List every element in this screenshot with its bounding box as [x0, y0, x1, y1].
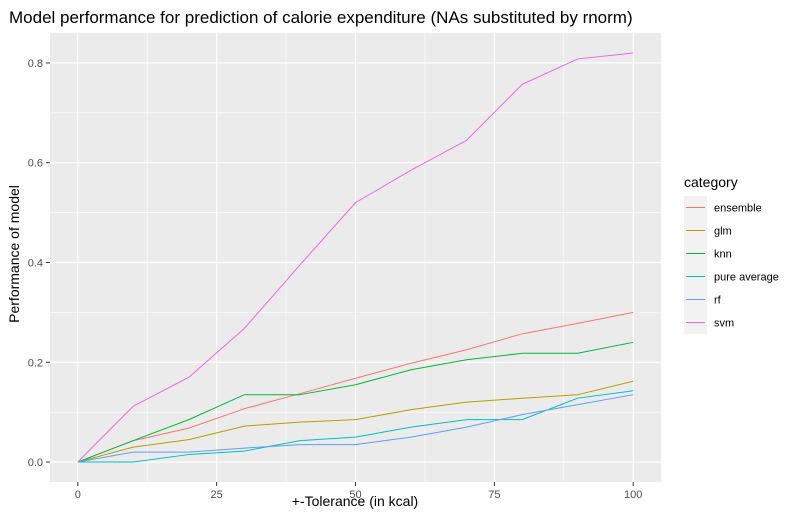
legend-label-ensemble: ensemble: [714, 203, 762, 215]
legend-label-knn: knn: [714, 249, 732, 261]
legend-label-glm: glm: [714, 226, 732, 238]
series-line-knn: [77, 341, 634, 463]
series-line-rf: [77, 394, 634, 463]
y-tick-label: 0.2: [28, 357, 43, 369]
legend-label-pure-average: pure average: [714, 272, 779, 284]
x-axis-title: +-Tolerance (in kcal): [292, 493, 418, 509]
x-axis: 0 25 50 75 100: [75, 482, 642, 501]
y-tick-label: 0.0: [28, 457, 43, 469]
x-tick-label: 100: [624, 489, 642, 501]
legend-title: category: [684, 174, 738, 190]
legend-items: ensemble glm knn pure average rf svm: [684, 196, 779, 334]
series-line-svm: [77, 52, 634, 463]
x-tick-label: 75: [488, 489, 500, 501]
legend-label-svm: svm: [714, 318, 734, 330]
legend-label-rf: rf: [714, 295, 722, 307]
y-axis-title: Performance of model: [6, 185, 22, 323]
x-tick-label: 50: [349, 489, 361, 501]
y-tick-label: 0.4: [28, 257, 43, 269]
chart-title: Model performance for prediction of calo…: [9, 8, 633, 27]
series-line-pure-average: [77, 390, 634, 463]
series-line-glm: [77, 380, 634, 463]
x-tick-label: 25: [211, 489, 223, 501]
legend: category ensemble glm knn pure average rf svm: [684, 174, 779, 334]
x-tick-label: 0: [75, 489, 81, 501]
y-tick-label: 0.8: [28, 58, 43, 70]
y-axis: 0.0 0.2 0.4 0.6 0.8: [28, 58, 50, 469]
series-lines: [77, 52, 634, 463]
y-tick-label: 0.6: [28, 158, 43, 170]
series-line-ensemble: [77, 311, 634, 463]
